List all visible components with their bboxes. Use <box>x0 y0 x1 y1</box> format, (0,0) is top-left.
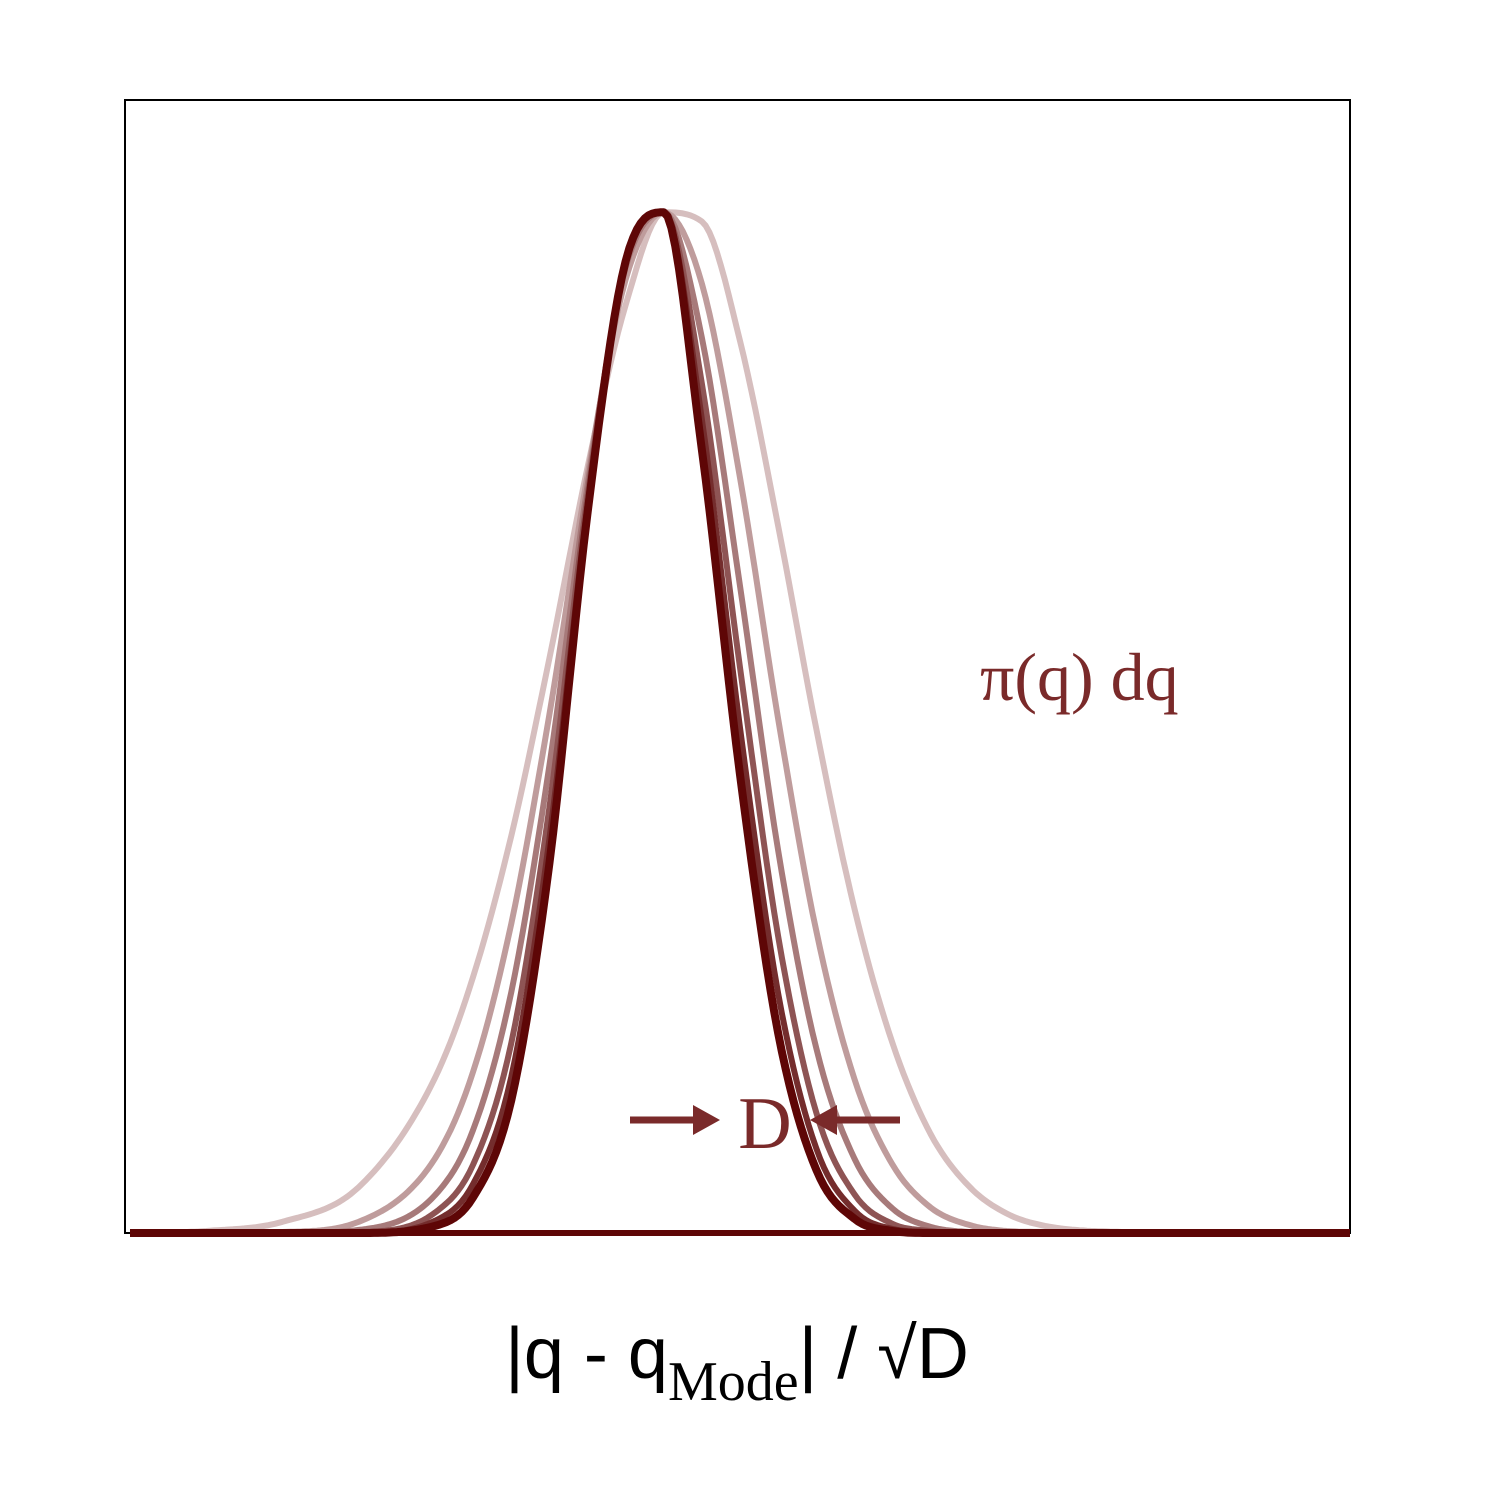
x-axis-label-main: |q - q <box>505 1314 668 1394</box>
dimension-label: D <box>738 1083 791 1165</box>
x-axis-label-subscript: Mode <box>668 1351 799 1413</box>
right-arrow-head-icon <box>810 1105 837 1135</box>
x-axis-label-suffix: | / √D <box>799 1314 969 1394</box>
dimension-annotation: D <box>630 1083 900 1165</box>
series-layer <box>129 208 1351 1237</box>
left-arrow-head-icon <box>693 1105 720 1135</box>
density-curve-5 <box>130 209 1350 1236</box>
density-label: π(q) dq <box>980 639 1179 715</box>
x-axis-label: |q - qMode| / √D <box>505 1314 969 1413</box>
